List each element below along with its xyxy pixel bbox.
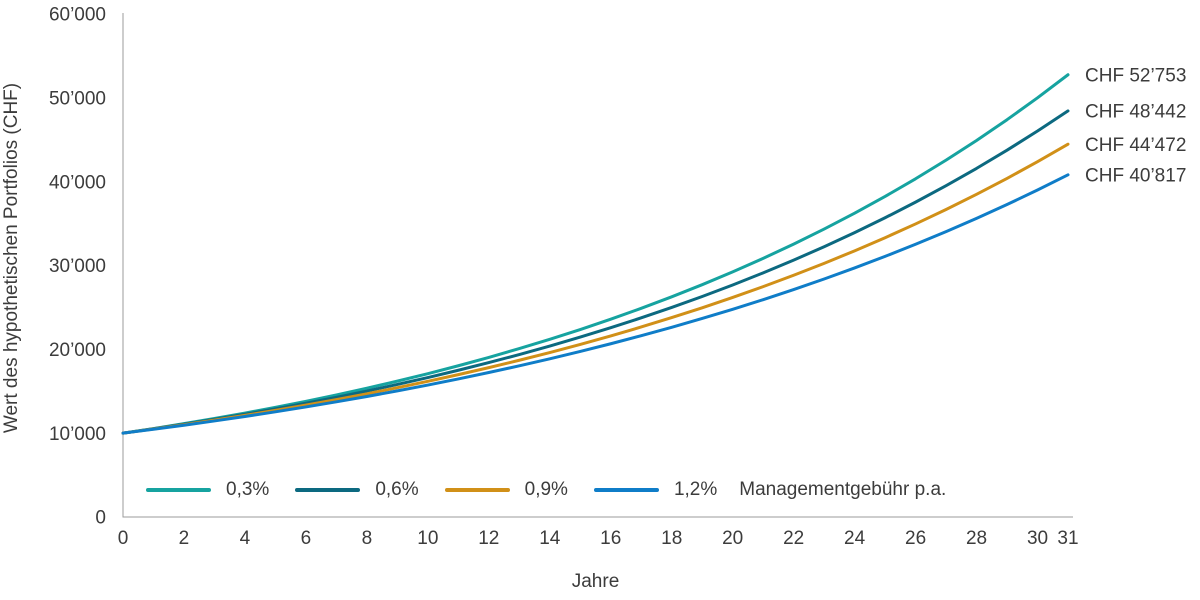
legend-label: 0,9% [524,479,568,500]
legend-label: 0,6% [375,479,419,500]
legend-swatch [593,488,659,492]
legend-label: 0,3% [226,479,270,500]
series-end-label: CHF 40’817 [1085,165,1186,186]
y-tick-label: 20’000 [49,340,106,361]
series-line-0,6% [121,109,1070,435]
series-end-label: CHF 44’472 [1085,135,1186,156]
y-tick-label: 30’000 [49,256,106,277]
x-tick-label: 20 [722,528,743,549]
x-tick-label: 31 [1057,528,1078,549]
x-tick-label: 18 [661,528,682,549]
x-tick-label: 30 [1027,528,1048,549]
x-tick-label: 8 [362,528,373,549]
x-tick-label: 0 [118,528,129,549]
x-tick-label: 2 [179,528,190,549]
series-end-label: CHF 48’442 [1085,102,1186,123]
x-tick-label: 24 [844,528,866,549]
legend-swatch [295,488,361,492]
legend-suffix-label: Managementgebühr p.a. [739,479,947,500]
y-axis-title: Wert des hypothetischen Portfolios (CHF) [1,83,22,433]
series-line-1,2% [121,173,1070,435]
x-tick-label: 22 [783,528,804,549]
series-end-label: CHF 52’753 [1085,65,1186,86]
x-tick-label: 12 [478,528,499,549]
y-tick-label: 60’000 [49,5,106,26]
legend-item: 0,9% [444,479,568,501]
x-tick-label: 4 [240,528,251,549]
x-tick-label: 16 [600,528,621,549]
x-tick-label: 6 [301,528,312,549]
legend-swatch [444,488,510,492]
x-tick-label: 14 [539,528,561,549]
legend-item: 1,2% [593,479,718,501]
x-tick-label: 28 [966,528,987,549]
legend-swatch [146,488,211,492]
x-tick-label: 26 [905,528,926,549]
series-line-0,3% [121,73,1070,435]
legend: 0,3% 0,6% 0,9% 1,2% Managementgebühr p.a. [146,477,946,503]
y-tick-label: 10’000 [49,424,106,445]
legend-item: 0,6% [295,479,419,501]
series-line-0,9% [121,142,1070,435]
y-tick-label: 50’000 [49,88,106,109]
x-tick-label: 10 [417,528,438,549]
legend-label: 1,2% [673,479,718,500]
x-axis-title: Jahre [571,571,620,592]
y-tick-label: 40’000 [49,172,106,193]
legend-item: 0,3% [146,479,269,501]
y-tick-label: 0 [95,508,106,529]
